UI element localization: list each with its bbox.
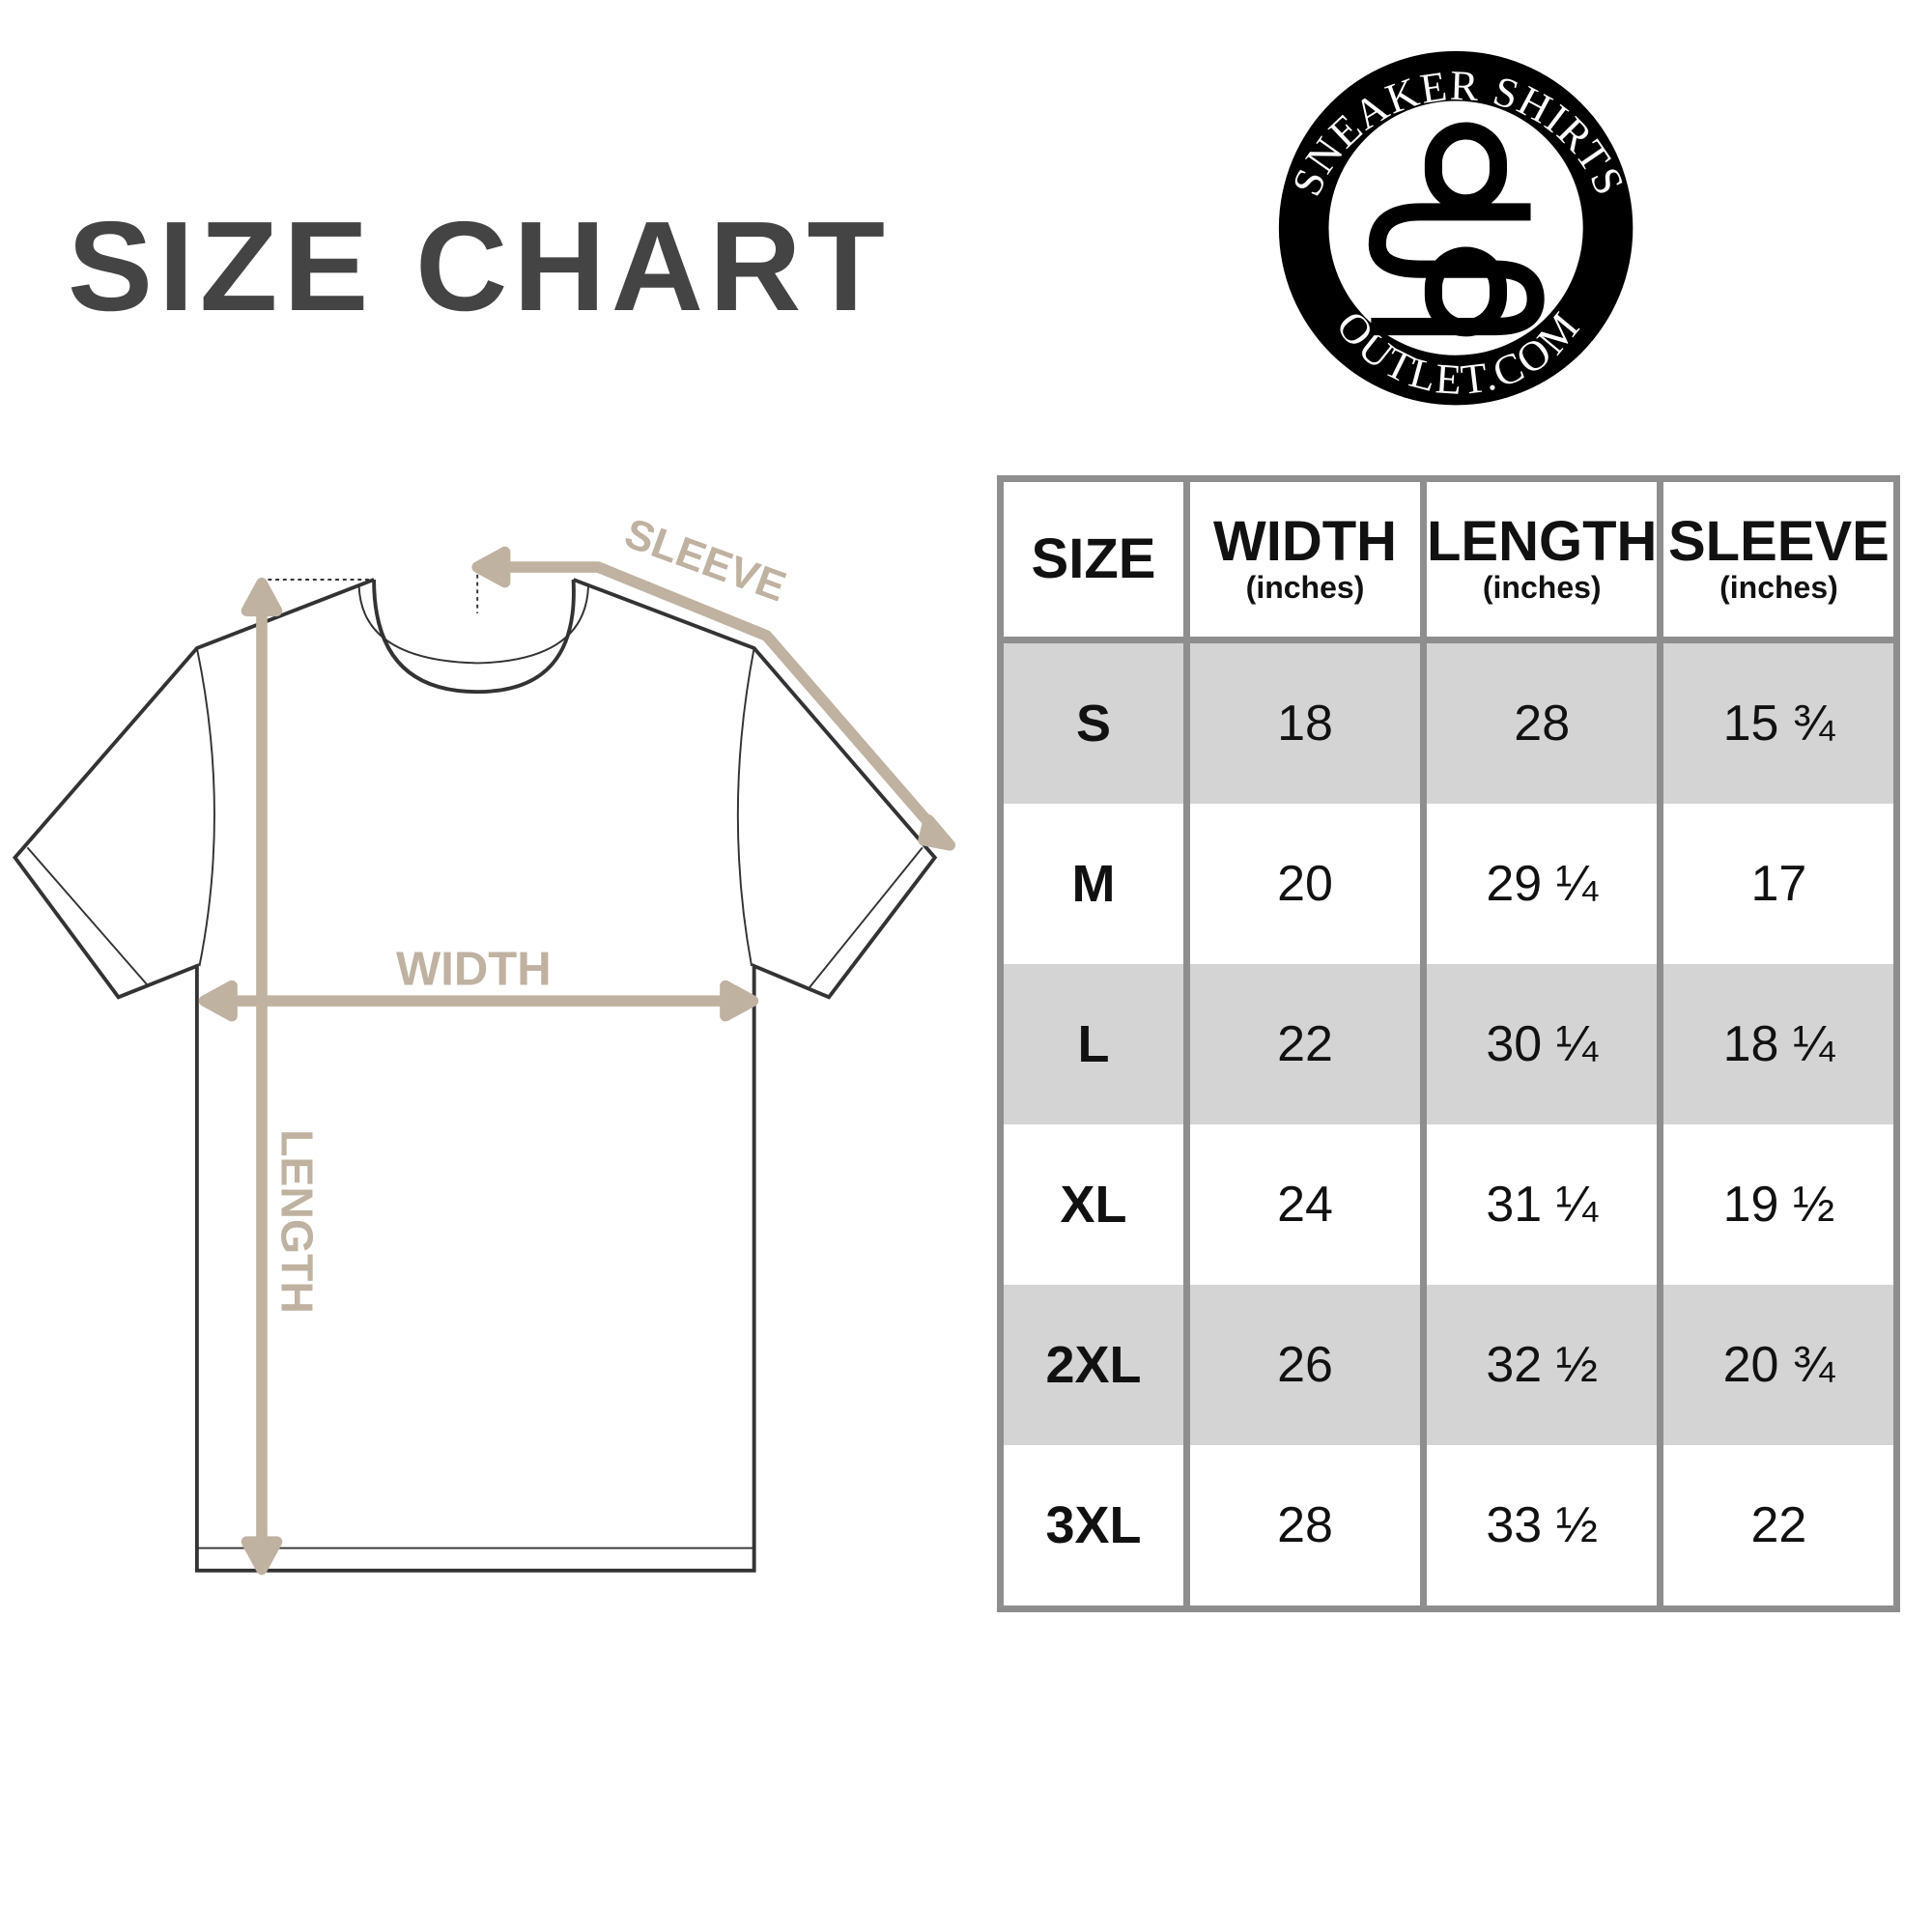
size-cell: 3XL [997, 1445, 1190, 1609]
sleeve-arrow [496, 561, 942, 837]
length-cell: 28 [1419, 639, 1664, 804]
sleeve-cell: 20 ¾ [1657, 1285, 1901, 1445]
sleeve-cell: 19 ½ [1657, 1124, 1901, 1285]
sleeve-label: SLEEVE [618, 509, 791, 611]
guide-lines [268, 567, 479, 613]
width-cell: 18 [1183, 639, 1427, 804]
tshirt-outline [13, 578, 938, 1573]
table-row: 3XL 28 33 ½ 22 [997, 1445, 1901, 1609]
table-header-row: SIZE WIDTH (inches) LENGTH (inches) SLEEVE… [997, 478, 1901, 643]
table-row: XL 24 31 ¼ 19 ½ [997, 1124, 1901, 1285]
sleeve-cell: 22 [1657, 1445, 1901, 1609]
size-cell: M [997, 804, 1190, 964]
length-cell: 30 ¼ [1419, 964, 1664, 1124]
length-cell: 31 ¼ [1419, 1124, 1664, 1285]
length-cell: 33 ½ [1419, 1445, 1664, 1609]
width-cell: 24 [1183, 1124, 1427, 1285]
header-width: WIDTH (inches) [1183, 478, 1427, 643]
table-row: 2XL 26 32 ½ 20 ¾ [997, 1285, 1901, 1445]
width-label: WIDTH [396, 943, 552, 995]
length-cell: 29 ¼ [1419, 804, 1664, 964]
size-cell: L [997, 964, 1190, 1124]
size-table: SIZE WIDTH (inches) LENGTH (inches) SLEEVE… [997, 475, 1901, 1612]
width-cell: 26 [1183, 1285, 1427, 1445]
table-row: L 22 30 ¼ 18 ¼ [997, 964, 1901, 1124]
sleeve-cell: 17 [1657, 804, 1901, 964]
width-cell: 22 [1183, 964, 1427, 1124]
brand-logo: SNEAKER SHIRTS OUTLET.COM [1278, 50, 1634, 406]
length-label: LENGTH [272, 1129, 323, 1314]
width-cell: 20 [1183, 804, 1427, 964]
header-length: LENGTH (inches) [1419, 478, 1664, 643]
length-cell: 32 ½ [1419, 1285, 1664, 1445]
header-size: SIZE [997, 478, 1190, 643]
width-cell: 28 [1183, 1445, 1427, 1609]
measure-arrows [198, 546, 956, 1576]
header-sleeve: SLEEVE (inches) [1657, 478, 1901, 643]
sleeve-cell: 18 ¼ [1657, 964, 1901, 1124]
monogram-icon [1368, 122, 1545, 337]
table-row: S 18 28 15 ¾ [997, 639, 1901, 804]
size-cell: 2XL [997, 1285, 1190, 1445]
sleeve-cell: 15 ¾ [1657, 639, 1901, 804]
table-row: M 20 29 ¼ 17 [997, 804, 1901, 964]
size-cell: XL [997, 1124, 1190, 1285]
size-cell: S [997, 639, 1190, 804]
page-title: SIZE CHART [68, 195, 891, 337]
